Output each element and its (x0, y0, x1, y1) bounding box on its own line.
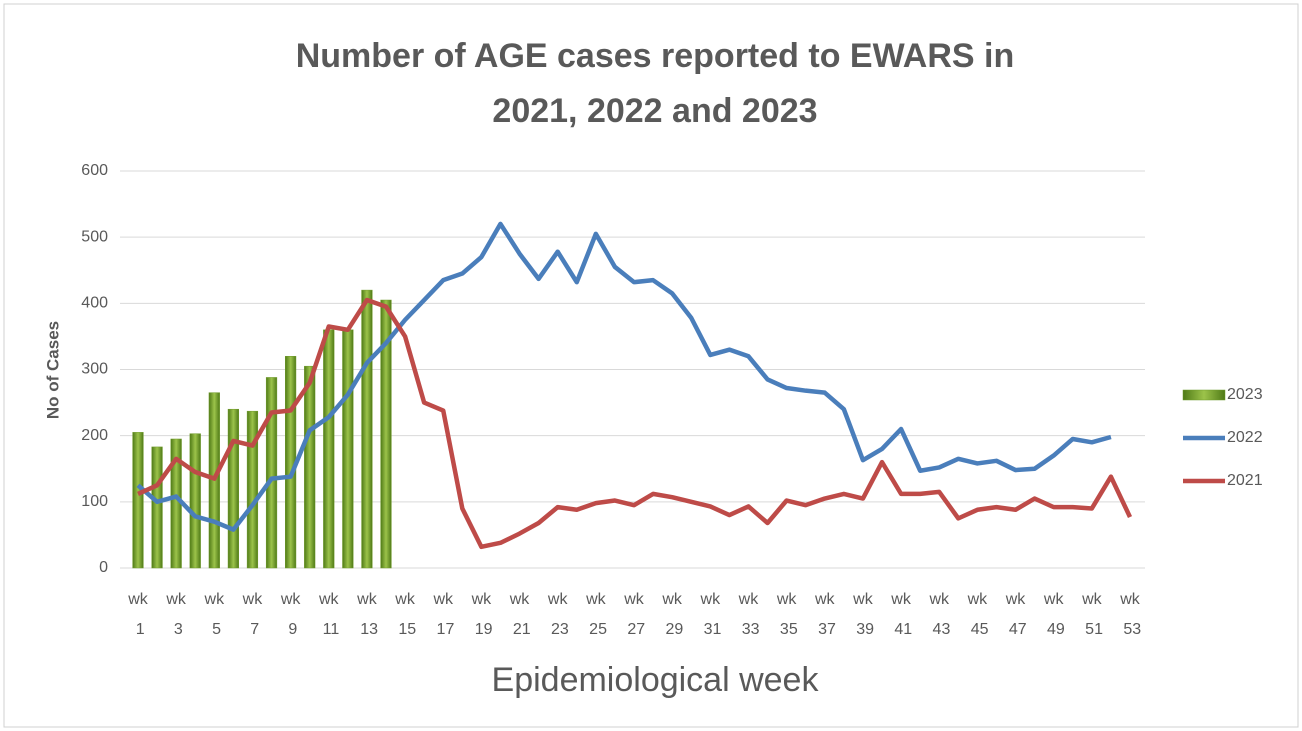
bar (246, 410, 259, 569)
x-tick-label: wk 17 (432, 591, 454, 638)
legend-label: 2021 (1227, 472, 1263, 489)
x-tick-label: wk 45 (966, 591, 988, 638)
bar (265, 377, 278, 569)
x-axis-label: Epidemiological week (492, 661, 820, 699)
bar (361, 289, 373, 569)
x-tick-label: wk 51 (1081, 591, 1103, 638)
x-tick-label: wk 7 (242, 591, 264, 638)
chart-title: Number of AGE cases reported to EWARS in (296, 37, 1015, 75)
bar (342, 329, 354, 569)
chart-title: 2021, 2022 and 2023 (492, 92, 817, 130)
x-tick-label: wk 33 (737, 591, 759, 638)
y-tick-label: 0 (99, 559, 108, 576)
x-tick-label: wk 41 (890, 591, 912, 638)
legend-swatch (1182, 389, 1226, 401)
x-tick-label: wk 5 (204, 591, 226, 638)
x-tick-label: wk 29 (661, 591, 683, 638)
x-tick-label: wk 19 (470, 591, 492, 638)
x-tick-label: wk 13 (356, 591, 378, 638)
bar (227, 408, 239, 569)
x-tick-label: wk 39 (852, 591, 874, 638)
x-tick-label: wk 3 (165, 591, 187, 638)
x-tick-label: wk 11 (318, 591, 340, 638)
x-tick-label: wk 21 (508, 591, 530, 638)
bar (132, 432, 144, 569)
bar (151, 446, 163, 569)
y-axis-label: No of Cases (43, 321, 62, 419)
x-tick-label: wk 9 (280, 591, 302, 638)
legend-label: 2023 (1227, 386, 1263, 403)
x-tick-label: wk 37 (814, 591, 836, 638)
x-tick-label: wk 31 (699, 591, 721, 638)
frame (3, 3, 1299, 728)
x-tick-label: wk 49 (1043, 591, 1065, 638)
line (137, 297, 1133, 550)
x-tick-label: wk 53 (1119, 591, 1141, 638)
x-tick-label: wk 35 (775, 591, 797, 638)
x-tick-label: wk 15 (394, 591, 416, 638)
legend-label: 2022 (1227, 429, 1263, 446)
y-tick-label: 500 (81, 228, 108, 245)
x-tick-label: wk 47 (1004, 591, 1026, 638)
bar (380, 299, 392, 569)
x-tick-label: wk 43 (928, 591, 950, 638)
y-tick-label: 200 (81, 427, 108, 444)
y-tick-label: 100 (81, 493, 108, 510)
bar (323, 329, 335, 569)
line (136, 221, 1112, 532)
bar (304, 365, 316, 569)
x-tick-label: wk 1 (127, 591, 149, 638)
x-tick-label: wk 25 (585, 591, 607, 638)
x-tick-label: wk 23 (547, 591, 569, 638)
x-tick-label: wk 27 (623, 591, 645, 638)
y-tick-label: 400 (81, 295, 108, 312)
y-tick-label: 300 (81, 361, 108, 378)
y-tick-label: 600 (81, 162, 108, 179)
bar (189, 433, 201, 569)
